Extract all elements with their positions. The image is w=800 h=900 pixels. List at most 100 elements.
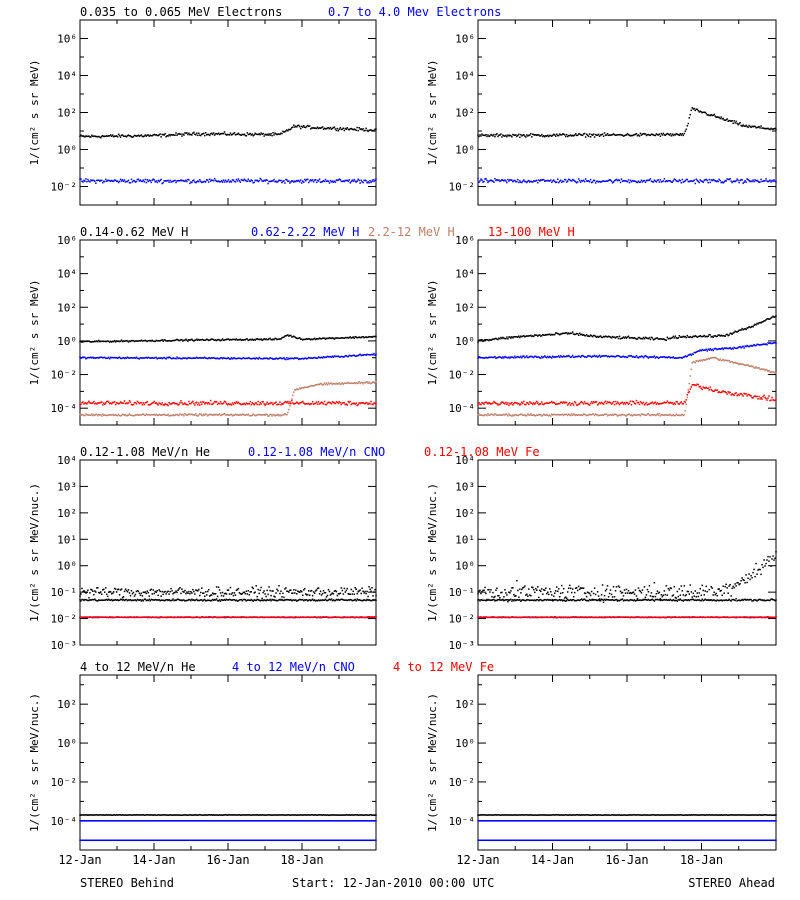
data-point (286, 401, 288, 404)
data-point (147, 404, 150, 406)
data-point (494, 413, 496, 415)
data-point (523, 133, 525, 136)
data-point (183, 357, 185, 359)
data-point (113, 179, 116, 181)
data-point (659, 338, 662, 340)
data-point (498, 356, 500, 358)
data-point (162, 133, 164, 136)
data-point (198, 338, 200, 341)
data-point (367, 336, 369, 338)
data-point (258, 599, 260, 601)
data-point (587, 355, 590, 357)
data-point (742, 182, 744, 185)
data-point (726, 118, 728, 120)
data-point (571, 354, 574, 357)
data-point (321, 126, 324, 128)
data-point (251, 401, 254, 404)
data-point (248, 616, 251, 618)
data-point (363, 179, 365, 182)
plot-frame (477, 239, 777, 426)
data-point (315, 589, 318, 591)
data-point (344, 179, 347, 182)
data-point (247, 616, 250, 619)
data-point (215, 180, 218, 182)
data-point (245, 590, 248, 593)
data-point (104, 599, 107, 601)
data-point (374, 354, 376, 356)
data-point (729, 332, 731, 335)
y-tick-label: 10³ (57, 480, 77, 493)
data-point (173, 357, 175, 360)
data-point (155, 616, 157, 618)
data-point (589, 355, 592, 358)
data-point (210, 413, 213, 416)
data-point (545, 402, 547, 405)
data-point (495, 357, 497, 360)
data-point (593, 334, 596, 337)
data-point (632, 180, 635, 182)
data-point (582, 133, 585, 135)
data-point (261, 599, 263, 602)
data-point (89, 357, 91, 359)
data-point (126, 599, 129, 602)
data-point (123, 616, 126, 619)
data-point (250, 339, 253, 341)
data-point (267, 616, 269, 618)
data-point (765, 343, 767, 345)
data-point (132, 616, 135, 619)
data-point (589, 136, 592, 138)
data-point (743, 125, 745, 127)
data-point (586, 355, 589, 357)
data-point (236, 357, 239, 360)
data-point (109, 180, 112, 182)
data-point (772, 371, 774, 373)
data-point (632, 414, 635, 416)
data-point (260, 132, 262, 134)
data-point (517, 414, 519, 417)
data-point (125, 598, 128, 601)
data-point (308, 594, 311, 596)
data-point (95, 182, 97, 184)
data-point (112, 135, 115, 138)
data-point (145, 599, 148, 602)
data-point (211, 357, 214, 359)
data-point (675, 132, 678, 135)
data-point (664, 414, 667, 416)
data-point (647, 133, 650, 136)
data-point (516, 414, 518, 416)
data-point (242, 339, 245, 341)
data-point (344, 127, 347, 130)
data-point (746, 125, 748, 128)
data-point (509, 402, 511, 405)
data-point (553, 180, 556, 183)
data-point (584, 136, 587, 138)
data-point (102, 599, 104, 601)
data-point (239, 616, 242, 618)
data-point (684, 401, 687, 403)
data-point (208, 357, 211, 359)
y-tick-label: 10⁰ (57, 144, 77, 157)
data-point (249, 338, 252, 341)
data-point (249, 591, 252, 593)
data-point (230, 404, 233, 406)
data-point (177, 589, 179, 591)
data-point (219, 414, 222, 417)
data-point (233, 401, 236, 404)
data-point (304, 599, 307, 601)
data-point (766, 127, 768, 130)
data-point (146, 590, 149, 592)
data-point (127, 357, 130, 359)
data-point (126, 402, 129, 405)
data-point (369, 180, 371, 182)
data-point (370, 400, 372, 403)
data-point (229, 616, 232, 619)
data-point (205, 413, 208, 416)
data-point (150, 357, 153, 359)
data-point (765, 178, 767, 180)
data-point (201, 181, 203, 184)
data-point (227, 357, 230, 359)
data-point (584, 334, 587, 337)
data-point (260, 403, 262, 405)
data-point (173, 591, 175, 594)
data-point (748, 124, 750, 127)
